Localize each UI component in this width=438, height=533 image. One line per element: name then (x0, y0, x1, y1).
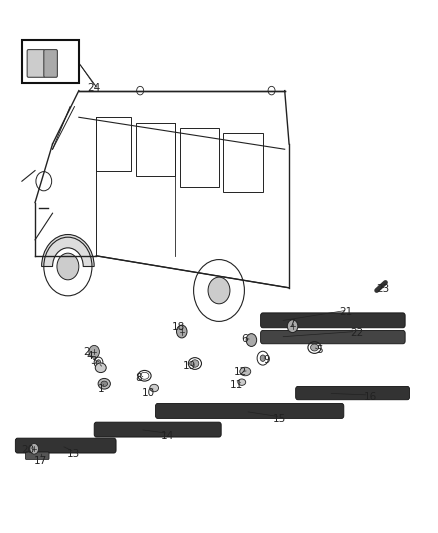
Circle shape (96, 360, 101, 365)
Text: 6: 6 (241, 334, 248, 344)
Text: 2: 2 (83, 347, 90, 357)
Circle shape (89, 345, 99, 358)
Text: 5: 5 (316, 345, 323, 355)
Ellipse shape (311, 344, 318, 351)
FancyBboxPatch shape (44, 50, 57, 77)
Ellipse shape (150, 384, 159, 392)
Text: 16: 16 (364, 392, 377, 401)
Circle shape (57, 253, 79, 280)
FancyBboxPatch shape (261, 330, 405, 344)
FancyBboxPatch shape (296, 386, 410, 400)
Text: 22: 22 (350, 328, 364, 338)
Text: 12: 12 (233, 367, 247, 377)
Text: 19: 19 (183, 361, 196, 371)
Text: 1: 1 (97, 384, 104, 394)
Ellipse shape (240, 367, 251, 376)
Text: 9: 9 (263, 355, 270, 365)
FancyBboxPatch shape (22, 40, 79, 83)
Text: 14: 14 (161, 431, 174, 441)
FancyBboxPatch shape (15, 438, 116, 453)
Circle shape (177, 325, 187, 338)
Circle shape (208, 277, 230, 304)
FancyBboxPatch shape (155, 403, 344, 418)
Circle shape (260, 355, 265, 361)
Text: 10: 10 (141, 389, 155, 398)
Text: 18: 18 (172, 322, 185, 332)
Text: 17: 17 (34, 456, 47, 466)
Text: 4: 4 (86, 351, 93, 361)
Ellipse shape (238, 379, 246, 385)
Circle shape (246, 334, 257, 346)
FancyBboxPatch shape (25, 452, 49, 459)
Ellipse shape (95, 363, 106, 373)
Ellipse shape (101, 381, 107, 386)
Text: 21: 21 (339, 307, 353, 317)
Text: 20: 20 (21, 445, 34, 455)
Text: 23: 23 (377, 284, 390, 294)
Text: 13: 13 (67, 449, 80, 459)
Text: 24: 24 (88, 83, 101, 93)
Ellipse shape (98, 378, 110, 389)
Text: 3: 3 (90, 356, 97, 366)
Text: 8: 8 (135, 374, 142, 383)
Text: 15: 15 (273, 415, 286, 424)
Text: 7: 7 (288, 319, 295, 328)
Wedge shape (42, 235, 94, 266)
Text: 11: 11 (230, 380, 243, 390)
FancyBboxPatch shape (27, 50, 45, 77)
Circle shape (30, 443, 39, 454)
FancyBboxPatch shape (94, 422, 221, 437)
Circle shape (287, 320, 298, 333)
FancyBboxPatch shape (261, 313, 405, 328)
Ellipse shape (191, 360, 199, 367)
